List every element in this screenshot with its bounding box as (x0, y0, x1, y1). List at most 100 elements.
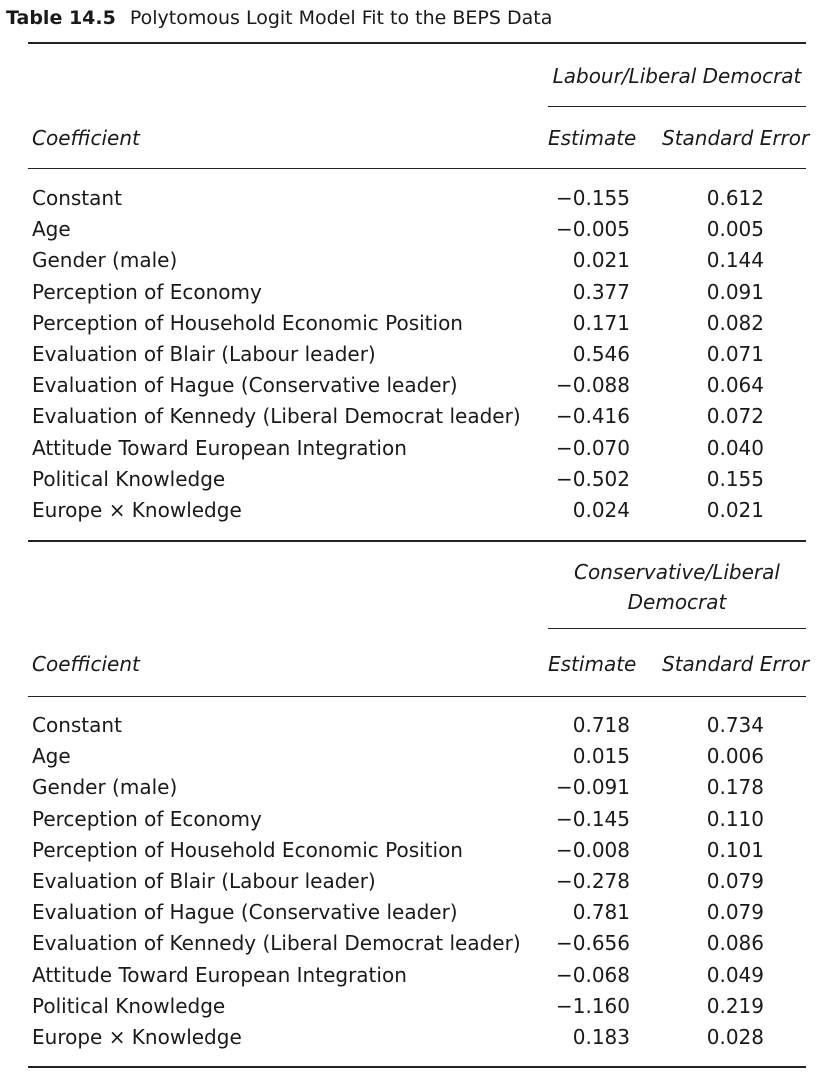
estimate-value: 0.377 (572, 279, 630, 304)
panel1-header-rule (28, 168, 806, 169)
estimate-value: −0.502 (555, 466, 630, 491)
estimate-value: −1.160 (555, 993, 630, 1018)
std-error-value: 0.071 (706, 342, 764, 366)
coefficient-label: Evaluation of Hague (Conservative leader… (32, 900, 458, 925)
std-error-value: 0.178 (706, 775, 764, 800)
std-error-value: 0.144 (706, 248, 764, 273)
std-error-value: 0.086 (706, 931, 764, 956)
estimate-value: 0.021 (572, 248, 630, 273)
table-row: Perception of Economy −0.145 0.110 (0, 807, 830, 838)
panel1-header-coefficient: Coefficient (32, 126, 140, 150)
coefficient-label: Perception of Economy (32, 279, 262, 304)
table-title: Polytomous Logit Model Fit to the BEPS D… (129, 7, 553, 29)
table-number: Table 14.5 (6, 7, 116, 29)
table-caption: Table 14.5 Polytomous Logit Model Fit to … (6, 7, 552, 29)
std-error-value: 0.155 (706, 466, 764, 491)
estimate-value: −0.145 (555, 806, 630, 831)
std-error-value: 0.006 (706, 744, 764, 769)
estimate-value: 0.183 (572, 1025, 630, 1049)
std-error-value: 0.091 (706, 279, 764, 304)
table-row: Attitude Toward European Integration −0.0… (0, 963, 830, 994)
coefficient-label: Evaluation of Kennedy (Liberal Democrat … (32, 931, 521, 956)
panel1-group-label: Labour/Liberal Democrat (552, 64, 802, 88)
table-row: Evaluation of Hague (Conservative leader… (0, 373, 830, 404)
panel2-group-label-line1: Conservative/Liberal (574, 560, 780, 584)
table-row: Europe × Knowledge 0.024 0.021 (0, 498, 830, 529)
std-error-value: 0.101 (706, 837, 764, 862)
table-row: Evaluation of Blair (Labour leader) −0.27… (0, 869, 830, 900)
top-rule (28, 42, 806, 44)
coefficient-label: Evaluation of Kennedy (Liberal Democrat … (32, 404, 521, 429)
std-error-value: 0.082 (706, 310, 764, 335)
table-row: Perception of Economy 0.377 0.091 (0, 280, 830, 311)
coefficient-label: Political Knowledge (32, 993, 226, 1018)
coefficient-label: Political Knowledge (32, 466, 226, 491)
table-row: Political Knowledge −0.502 0.155 (0, 467, 830, 498)
bottom-rule (28, 1066, 806, 1068)
panel2-header-std-error: Standard Error (662, 652, 810, 676)
table-row: Constant 0.718 0.734 (0, 713, 830, 744)
estimate-value: −0.008 (555, 837, 630, 862)
std-error-value: 0.734 (706, 713, 764, 737)
std-error-value: 0.028 (706, 1025, 764, 1049)
estimate-value: 0.171 (572, 310, 630, 335)
std-error-value: 0.079 (706, 869, 764, 893)
panel2-group-label-line2: Democrat (627, 590, 727, 614)
std-error-value: 0.064 (706, 373, 764, 398)
estimate-value: 0.718 (572, 713, 630, 737)
std-error-value: 0.110 (706, 806, 764, 831)
coefficient-label: Constant (32, 713, 122, 737)
estimate-value: 0.546 (572, 342, 630, 366)
estimate-value: −0.155 (555, 186, 630, 210)
std-error-value: 0.079 (706, 900, 764, 925)
std-error-value: 0.612 (706, 186, 764, 210)
estimate-value: −0.070 (555, 435, 630, 460)
table-row: Evaluation of Hague (Conservative leader… (0, 900, 830, 931)
table-row: Age 0.015 0.006 (0, 744, 830, 775)
table-row: Gender (male) 0.021 0.144 (0, 248, 830, 279)
coefficient-label: Age (32, 217, 71, 242)
panel2-header-rule (28, 696, 806, 697)
table-row: Europe × Knowledge 0.183 0.028 (0, 1025, 830, 1056)
table-row: Evaluation of Kennedy (Liberal Democrat … (0, 404, 830, 435)
coefficient-label: Attitude Toward European Integration (32, 962, 407, 987)
estimate-value: −0.656 (555, 931, 630, 956)
coefficient-label: Gender (male) (32, 775, 178, 800)
panel1-header-estimate: Estimate (548, 126, 637, 150)
std-error-value: 0.021 (706, 498, 764, 522)
std-error-value: 0.005 (706, 217, 764, 242)
std-error-value: 0.072 (706, 404, 764, 429)
coefficient-label: Perception of Economy (32, 806, 262, 831)
table-row: Evaluation of Blair (Labour leader) 0.546… (0, 342, 830, 373)
std-error-value: 0.219 (706, 993, 764, 1018)
estimate-value: −0.091 (555, 775, 630, 800)
estimate-value: −0.005 (555, 217, 630, 242)
table-row: Constant −0.155 0.612 (0, 186, 830, 217)
estimate-value: 0.781 (572, 900, 630, 925)
coefficient-label: Gender (male) (32, 248, 178, 273)
coefficient-label: Europe × Knowledge (32, 498, 242, 522)
coefficient-label: Evaluation of Blair (Labour leader) (32, 869, 376, 893)
estimate-value: −0.088 (555, 373, 630, 398)
table-row: Evaluation of Kennedy (Liberal Democrat … (0, 931, 830, 962)
estimate-value: 0.024 (572, 498, 630, 522)
estimate-value: −0.278 (555, 869, 630, 893)
panel2-header-estimate: Estimate (548, 652, 637, 676)
panel-divider-rule (28, 540, 806, 542)
table-row: Political Knowledge −1.160 0.219 (0, 994, 830, 1025)
estimate-value: −0.068 (555, 962, 630, 987)
panel2-header-coefficient: Coefficient (32, 652, 140, 676)
coefficient-label: Constant (32, 186, 122, 210)
table-row: Perception of Household Economic Positio… (0, 311, 830, 342)
coefficient-label: Age (32, 744, 71, 769)
std-error-value: 0.040 (706, 435, 764, 460)
coefficient-label: Attitude Toward European Integration (32, 435, 407, 460)
panel1-header-std-error: Standard Error (662, 126, 810, 150)
coefficient-label: Perception of Household Economic Positio… (32, 310, 463, 335)
table-row: Perception of Household Economic Positio… (0, 838, 830, 869)
coefficient-label: Evaluation of Blair (Labour leader) (32, 342, 376, 366)
table-row: Age −0.005 0.005 (0, 217, 830, 248)
coefficient-label: Europe × Knowledge (32, 1025, 242, 1049)
panel2-group-rule (548, 628, 806, 629)
